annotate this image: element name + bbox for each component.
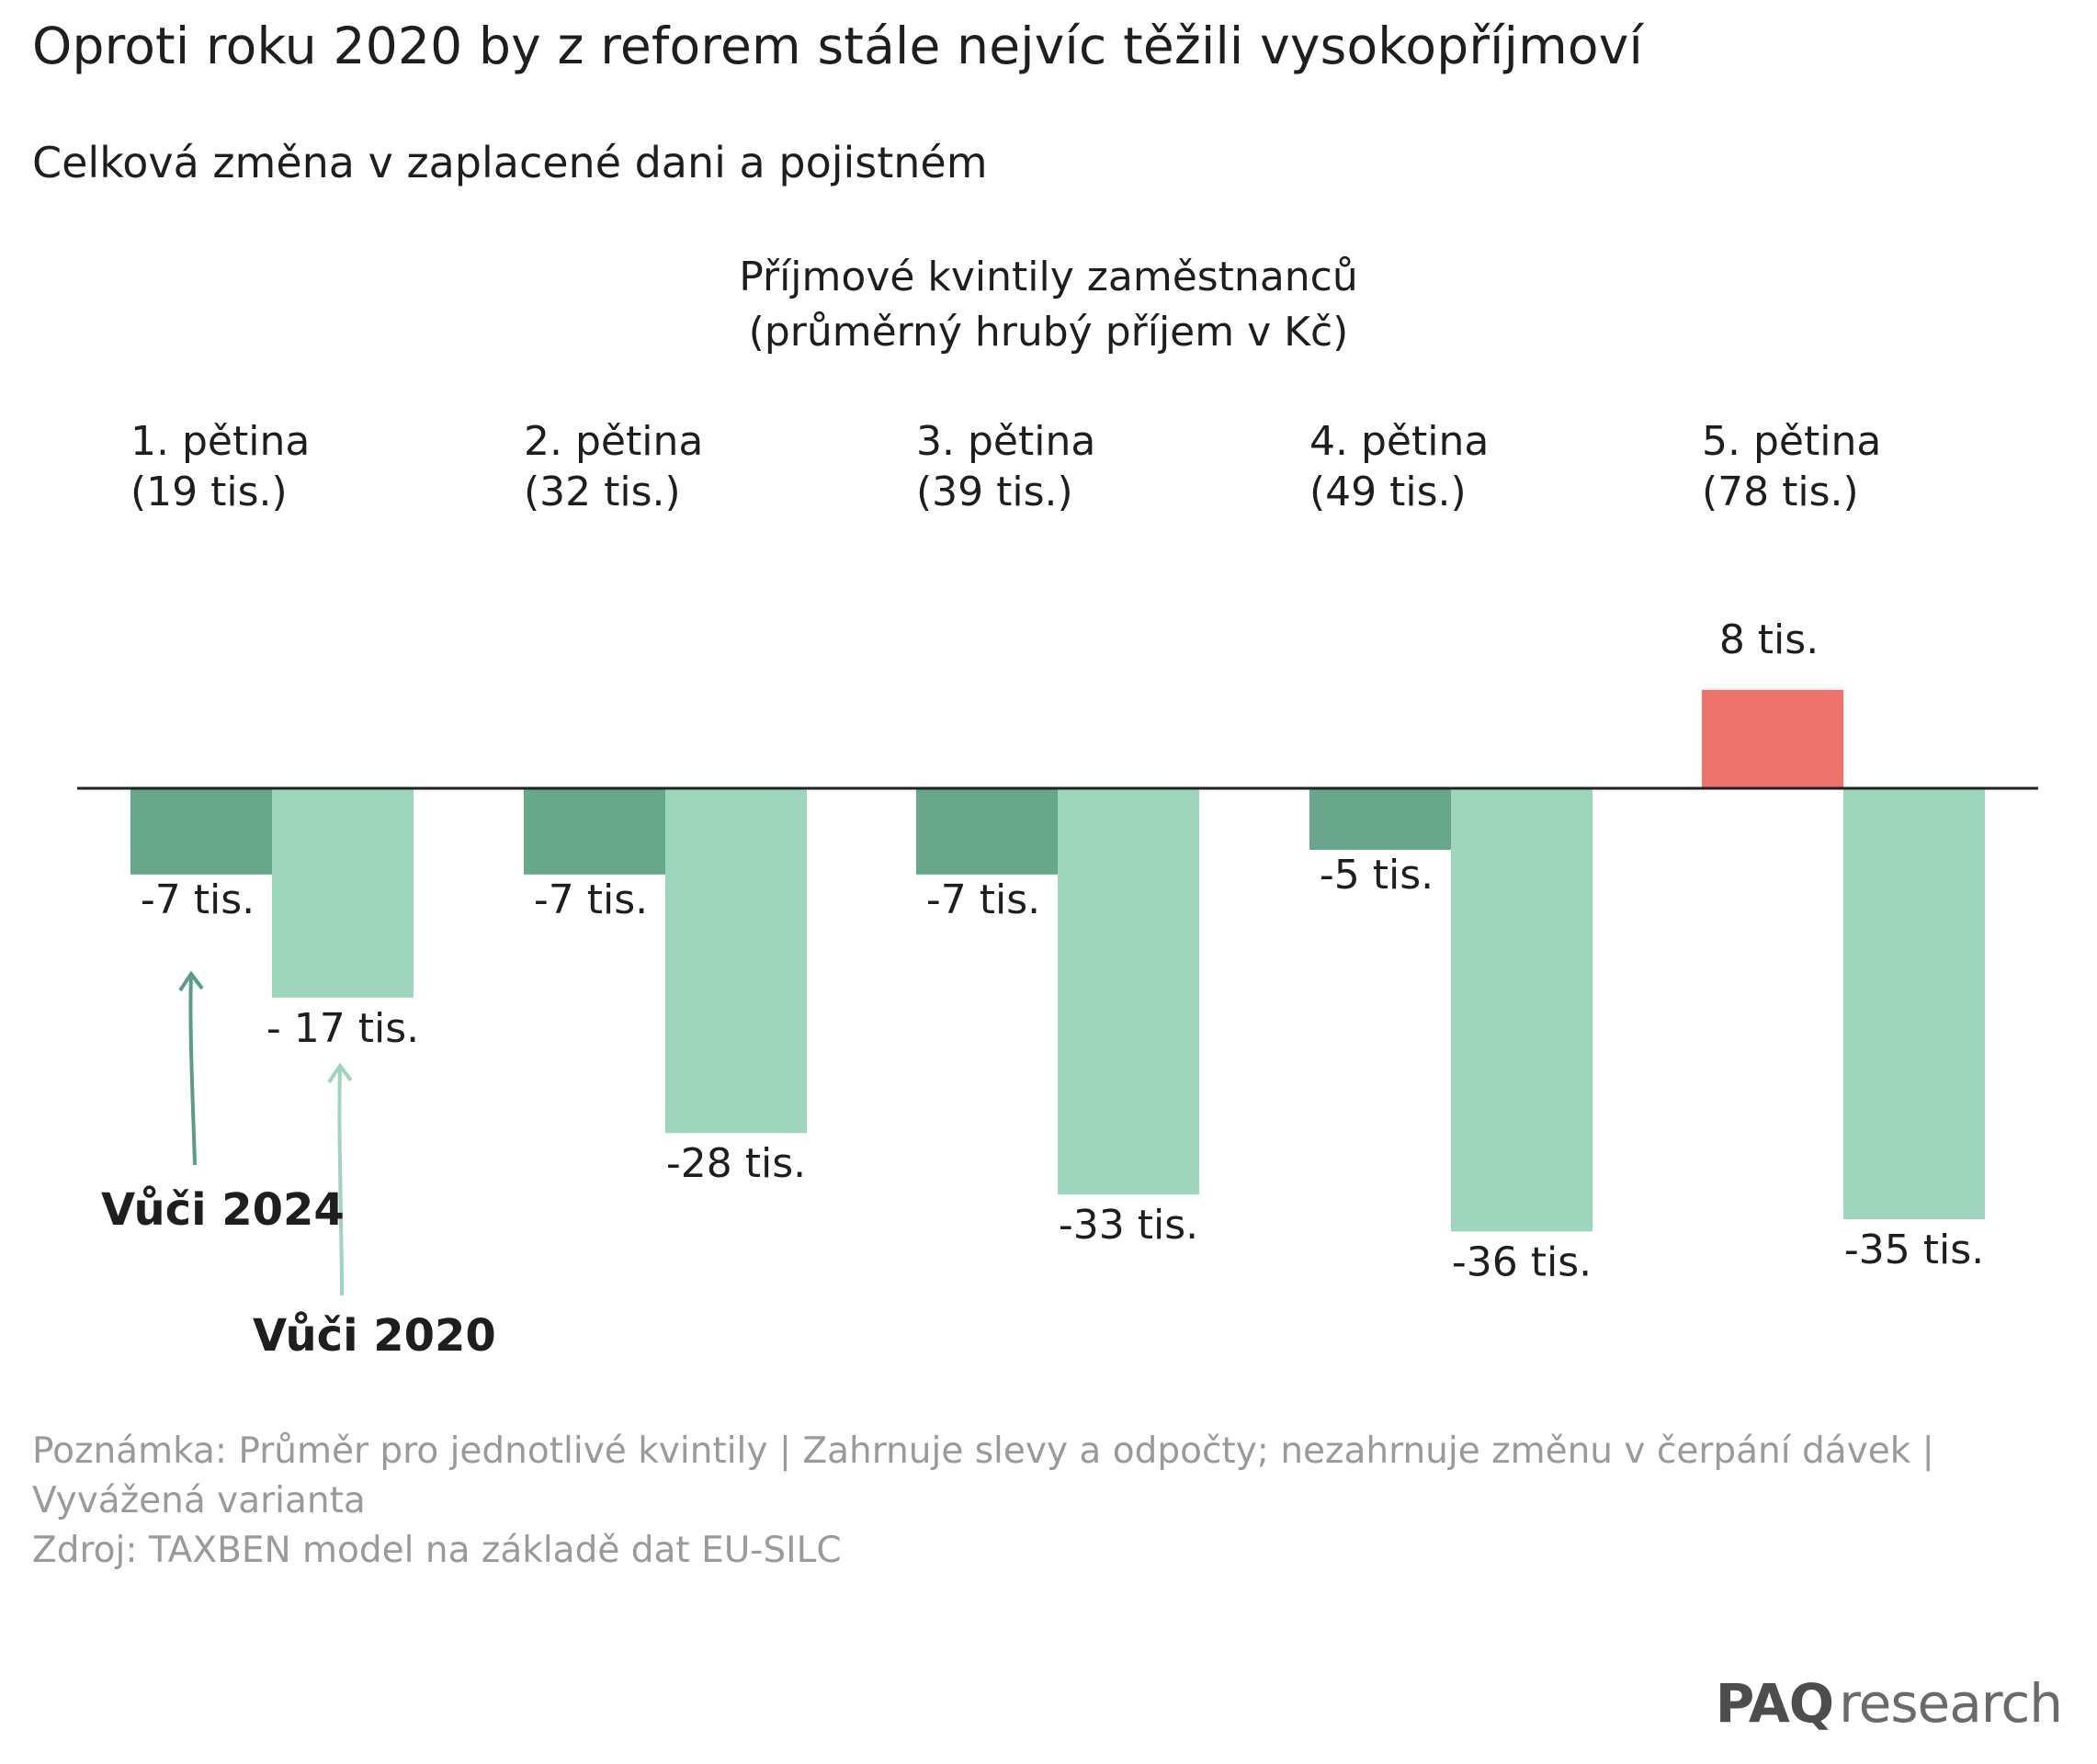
category-sublabel: (19 tis.): [130, 469, 288, 515]
category-sublabel: (78 tis.): [1702, 469, 1859, 515]
category-label: 2. pětina: [524, 418, 703, 465]
bar-vuci-2024: [524, 788, 665, 875]
category-sublabel: (49 tis.): [1309, 469, 1467, 515]
bar-chart: 1. pětina(19 tis.) -7 tis. - 17 tis. 2. pět…: [77, 418, 2038, 1362]
category-sublabel: (32 tis.): [524, 469, 681, 515]
arrow-head-vuci-2024: [178, 970, 204, 992]
chart-heading-title: Příjmové kvintily zaměstnanců: [739, 254, 1358, 300]
chart-subtitle: Celková změna v zaplacené dani a pojistn…: [32, 138, 988, 187]
bar-vuci-2024: [916, 788, 1058, 875]
bar-vuci-2024: [1309, 788, 1451, 850]
data-label-vuci-2020: -28 tis.: [666, 1140, 806, 1187]
bar-vuci-2024: [1702, 689, 1843, 788]
bar-vuci-2024: [130, 788, 272, 875]
category-label: 3. pětina: [916, 418, 1095, 465]
data-label-vuci-2020: -33 tis.: [1059, 1202, 1198, 1249]
paq-research-logo: PAQ research: [1715, 1672, 2063, 1735]
data-label-vuci-2020: -36 tis.: [1452, 1238, 1592, 1285]
data-label-vuci-2024: -7 tis.: [141, 876, 255, 923]
data-label-vuci-2024: -7 tis.: [926, 876, 1040, 923]
bar-vuci-2020: [665, 788, 807, 1134]
category-sublabel: (39 tis.): [916, 469, 1073, 515]
bar-vuci-2020: [1451, 788, 1593, 1232]
data-label-vuci-2024: -5 tis.: [1320, 852, 1434, 899]
category-label: 1. pětina: [130, 418, 310, 465]
legend-label-vuci-2020: Vůči 2020: [253, 1310, 496, 1362]
source-line: Zdroj: TAXBEN model na základě dat EU-SI…: [32, 1530, 842, 1571]
data-label-vuci-2020: - 17 tis.: [266, 1005, 419, 1052]
legend-label-vuci-2024: Vůči 2024: [101, 1184, 345, 1236]
footnote: Poznámka: Průměr pro jednotlivé kvintily…: [32, 1427, 1934, 1576]
arrow-vuci-2024: [188, 973, 197, 1166]
logo-light: research: [1839, 1672, 2063, 1735]
logo-bold: PAQ: [1715, 1672, 1834, 1735]
chart-heading-subtitle: (průměrný hrubý příjem v Kč): [748, 309, 1349, 356]
arrow-vuci-2020: [337, 1065, 344, 1296]
data-label-vuci-2020: -35 tis.: [1844, 1227, 1984, 1273]
arrow-head-vuci-2020: [327, 1062, 353, 1084]
bar-vuci-2020: [1058, 788, 1199, 1195]
note-line-1: Poznámka: Průměr pro jednotlivé kvintily…: [32, 1430, 1934, 1472]
category-label: 5. pětina: [1702, 418, 1881, 465]
chart-title: Oproti roku 2020 by z reforem stále nejv…: [32, 17, 1643, 75]
bar-vuci-2020: [272, 788, 414, 998]
data-label-vuci-2024: -7 tis.: [534, 876, 648, 923]
note-line-2: Vyvážená varianta: [32, 1480, 366, 1521]
chart-heading: Příjmové kvintily zaměstnanců (průměrný …: [0, 250, 2097, 360]
bar-vuci-2020: [1843, 788, 1985, 1219]
data-label-vuci-2024: 8 tis.: [1719, 616, 1819, 663]
category-label: 4. pětina: [1309, 418, 1489, 465]
